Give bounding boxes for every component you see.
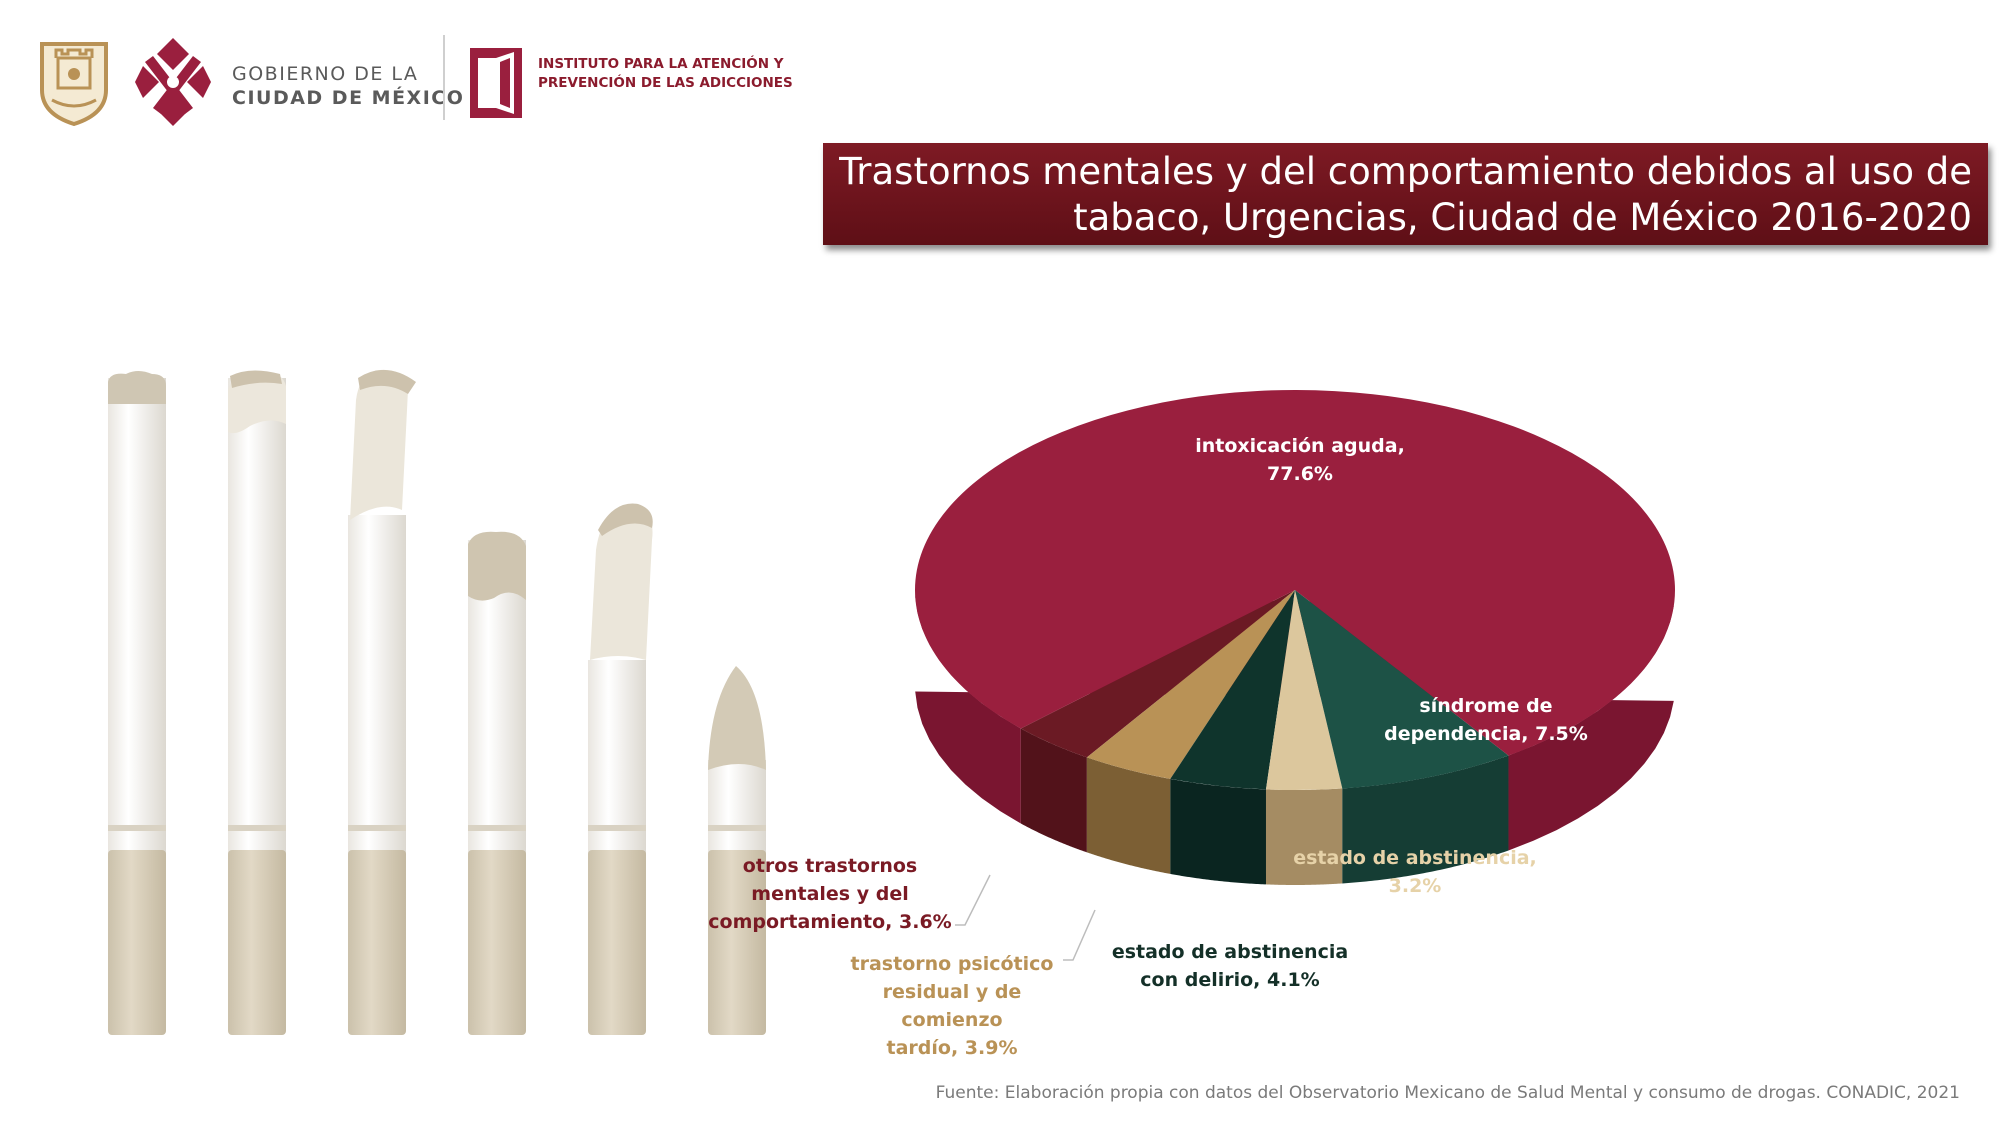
gob-line2: CIUDAD DE MÉXICO [232,87,465,109]
label-intoxicacion-line1: intoxicación aguda, [1195,435,1405,457]
iapa-logo-icon [470,48,522,118]
cigarettes-illustration [108,369,766,1035]
label-sindrome-line2: dependencia, 7.5% [1384,723,1588,745]
label-delirio: estado de abstinencia con delirio, 4.1% [1105,938,1355,994]
cigarette-4 [468,531,526,1035]
cigarette-2 [228,370,286,1035]
leader-line-psicotico [1063,909,1096,961]
label-psicotico-line1: trastorno psicótico [850,953,1054,975]
label-delirio-line2: con delirio, 4.1% [1140,969,1320,991]
label-psicotico-line2: residual y de comienzo [882,981,1022,1031]
logo-divider [443,35,445,120]
label-delirio-line1: estado de abstinencia [1111,941,1349,963]
pie-side-2 [1265,788,1343,885]
instituto-logo-text: INSTITUTO PARA LA ATENCIÓN Y PREVENCIÓN … [538,55,793,93]
cdmx-logo-icon [135,38,211,126]
pie-side-5 [1020,728,1087,853]
cdmx-coat-of-arms-icon [40,42,108,126]
inst-line2: PREVENCIÓN DE LAS ADICCIONES [538,75,793,91]
pie-slice-3 [1170,590,1295,790]
pie-side-3 [1170,778,1266,885]
pie-slice-5 [1020,590,1295,758]
gobierno-logo-text: GOBIERNO DE LA CIUDAD DE MÉXICO [232,62,464,110]
header-logos: GOBIERNO DE LA CIUDAD DE MÉXICO INSTITUT… [0,0,900,150]
leader-line-otros [955,874,991,926]
inst-line1: INSTITUTO PARA LA ATENCIÓN Y [538,56,784,72]
cigarette-5 [588,503,653,1035]
cigarette-6 [708,666,766,1035]
pie-slice-1 [1295,590,1509,789]
pie-side-1 [1342,755,1509,884]
chart-title-line2: tabaco, Urgencias, Ciudad de México 2016… [1073,196,1972,239]
cigarette-3 [348,369,416,1035]
label-psicotico: trastorno psicótico residual y de comien… [832,950,1072,1062]
label-sindrome-line1: síndrome de [1419,695,1553,717]
label-abstinencia-line2: 3.2% [1388,875,1442,897]
label-abstinencia: estado de abstinencia, 3.2% [1290,844,1540,900]
label-psicotico-line3: tardío, 3.9% [886,1037,1018,1059]
label-intoxicacion-line2: 77.6% [1267,463,1333,485]
pie-slice-0 [915,390,1675,756]
pie-side-4 [1086,757,1171,874]
chart-title-line1: Trastornos mentales y del comportamiento… [839,150,1972,193]
label-otros-line1: otros trastornos [742,855,918,877]
pie-slice-4 [1086,590,1295,779]
label-otros: otros trastornos mentales y del comporta… [705,852,955,936]
label-abstinencia-line1: estado de abstinencia, [1293,847,1537,869]
label-sindrome: síndrome de dependencia, 7.5% [1366,692,1606,748]
cigarette-1 [108,371,166,1035]
label-otros-line3: comportamiento, 3.6% [708,911,952,933]
source-note: Fuente: Elaboración propia con datos del… [935,1083,1960,1103]
pie-slice-2 [1265,590,1343,790]
gob-line1: GOBIERNO DE LA [232,63,419,85]
chart-title: Trastornos mentales y del comportamiento… [832,149,1972,241]
pie-chart [915,390,1675,885]
chart-title-box: Trastornos mentales y del comportamiento… [823,143,1988,245]
label-intoxicacion: intoxicación aguda, 77.6% [1160,432,1440,488]
label-otros-line2: mentales y del [751,883,909,905]
